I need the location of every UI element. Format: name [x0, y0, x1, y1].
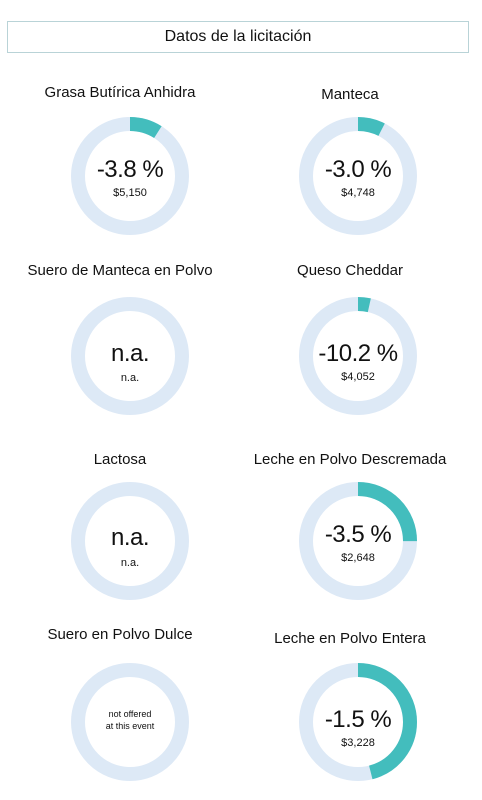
donut-gauge: n.a. n.a. — [70, 481, 190, 601]
product-title: Suero en Polvo Dulce — [47, 626, 193, 643]
donut-fill-arc — [299, 297, 417, 415]
donut-ring-svg — [299, 663, 417, 781]
change-percent: n.a. — [110, 524, 150, 551]
price-value: $2,648 — [341, 552, 375, 564]
donut-track — [71, 482, 189, 600]
page-title-box: Datos de la licitación — [7, 21, 469, 53]
donut-fill-arc — [299, 117, 417, 235]
donut-ring-svg — [299, 297, 417, 415]
price-value: n.a. — [120, 372, 140, 384]
change-percent: -3.8 % — [96, 156, 164, 183]
donut-gauge: n.a. n.a. — [70, 296, 190, 416]
donut-ring-svg — [299, 482, 417, 600]
product-card-grasa-butirica[interactable]: Grasa Butírica Anhidra -3.8 % $5,150 — [0, 80, 240, 240]
product-card-manteca[interactable]: Manteca -3.0 % $4,748 — [230, 80, 470, 240]
change-percent: -1.5 % — [324, 706, 392, 733]
price-value: $4,052 — [341, 371, 375, 383]
price-value: $5,150 — [113, 187, 147, 199]
donut-ring-svg — [71, 482, 189, 600]
donut-fill-arc — [299, 663, 417, 781]
donut-track — [71, 663, 189, 781]
price-value: n.a. — [120, 557, 140, 569]
donut-track — [71, 297, 189, 415]
change-percent: n.a. — [110, 340, 150, 367]
product-card-leche-entera[interactable]: Leche en Polvo Entera -1.5 % $3,228 — [230, 622, 470, 792]
page-title: Datos de la licitación — [164, 28, 312, 45]
donut-gauge: -3.0 % $4,748 — [298, 116, 418, 236]
product-title: Leche en Polvo Descremada — [253, 451, 447, 468]
donut-ring-svg — [71, 297, 189, 415]
change-percent: -3.5 % — [324, 521, 392, 548]
product-title: Lactosa — [93, 451, 147, 468]
donut-gauge: -3.8 % $5,150 — [70, 116, 190, 236]
product-title: Queso Cheddar — [297, 262, 403, 279]
donut-gauge: -1.5 % $3,228 — [298, 662, 418, 782]
price-value: $4,748 — [341, 187, 375, 199]
not-offered-note: not offered — [108, 709, 152, 719]
donut-fill-arc — [299, 482, 417, 600]
product-card-queso-cheddar[interactable]: Queso Cheddar -10.2 % $4,052 — [230, 258, 470, 418]
donut-ring-svg — [71, 663, 189, 781]
donut-ring-svg — [299, 117, 417, 235]
product-title: Grasa Butírica Anhidra — [44, 84, 196, 101]
product-title: Manteca — [321, 86, 379, 103]
change-percent: -10.2 % — [318, 340, 398, 367]
product-card-suero-manteca[interactable]: Suero de Manteca en Polvo n.a. n.a. — [0, 258, 240, 418]
change-percent: -3.0 % — [324, 156, 392, 183]
product-card-suero-dulce[interactable]: Suero en Polvo Dulce not offered at this… — [0, 622, 240, 792]
product-card-lactosa[interactable]: Lactosa n.a. n.a. — [0, 445, 240, 605]
product-title: Leche en Polvo Entera — [274, 630, 426, 647]
donut-gauge: -3.5 % $2,648 — [298, 481, 418, 601]
donut-fill-arc — [71, 117, 189, 235]
not-offered-note-line2: at this event — [105, 721, 155, 731]
donut-gauge: -10.2 % $4,052 — [298, 296, 418, 416]
price-value: $3,228 — [341, 737, 375, 749]
donut-ring-svg — [71, 117, 189, 235]
donut-gauge: not offered at this event — [70, 662, 190, 782]
product-card-leche-descremada[interactable]: Leche en Polvo Descremada -3.5 % $2,648 — [230, 445, 470, 605]
product-title: Suero de Manteca en Polvo — [27, 262, 213, 279]
